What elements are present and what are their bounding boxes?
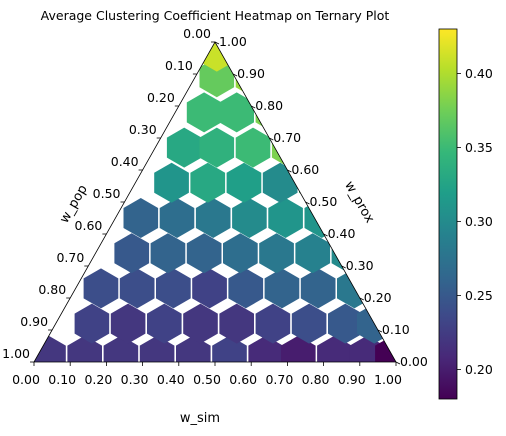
heatmap-hex-cell — [295, 233, 330, 273]
heatmap-hex-cell — [192, 268, 227, 308]
right-tick-label: 0.20 — [364, 290, 392, 305]
bottom-axis-label: w_sim — [180, 411, 220, 426]
heatmap-hex-cell — [176, 336, 211, 376]
heatmap-hex-cell — [223, 233, 258, 273]
right-axis-label: w_prox — [341, 179, 377, 226]
left-tick-label: 0.30 — [129, 122, 157, 137]
bottom-tick-label: 0.50 — [193, 372, 221, 387]
heatmap-hex-cell — [156, 268, 191, 308]
bottom-tick-label: 0.00 — [12, 372, 40, 387]
colorbar-tick-label: 0.35 — [465, 140, 493, 155]
right-tick-label: 0.30 — [346, 258, 374, 273]
bottom-tick-label: 0.80 — [302, 372, 330, 387]
colorbar-tick-label: 0.20 — [465, 362, 493, 377]
heatmap-hex-cell — [236, 128, 271, 168]
colorbar-tick-label: 0.25 — [465, 288, 493, 303]
left-tick-label: 0.80 — [38, 282, 66, 297]
right-tick-label: 0.50 — [310, 194, 338, 209]
heatmap-hex-cell — [268, 198, 303, 238]
heatmap-hex-cell — [272, 57, 307, 97]
heatmap-hex-cell — [292, 92, 327, 132]
right-tick-label: 0.80 — [255, 98, 283, 113]
left-tick-label: 0.60 — [75, 218, 103, 233]
left-tick-label: 0.50 — [93, 186, 121, 201]
heatmap-hex-cell — [190, 163, 225, 203]
right-tick-label: 0.60 — [291, 162, 319, 177]
right-tick-label: 0.40 — [328, 226, 356, 241]
heatmap-hex-cell — [219, 92, 254, 132]
heatmap-hex-cell — [140, 336, 175, 376]
heatmap-hex-cell — [31, 336, 66, 376]
bottom-axis-ticks: 0.00 0.10 0.20 0.30 0.40 0.50 0.60 0.70 0.80 0.90… — [12, 362, 402, 387]
left-tick-label: 0.00 — [183, 26, 211, 41]
heatmap-hex-cell — [154, 163, 189, 203]
heatmap-hex-cell — [111, 304, 146, 344]
left-tick-label: 1.00 — [2, 346, 30, 361]
right-tick-label: 1.00 — [219, 34, 247, 49]
bottom-tick-label: 0.40 — [157, 372, 185, 387]
heatmap-hex-cell — [67, 336, 102, 376]
heatmap-hex-cell — [256, 304, 291, 344]
heatmap-hex-cell — [259, 233, 294, 273]
heatmap-hex-cell — [114, 233, 149, 273]
heatmap-hex-cell — [151, 233, 186, 273]
heatmap-hex-cell — [200, 128, 235, 168]
heatmap-hex-cell — [248, 336, 283, 376]
right-tick-label: 0.70 — [273, 130, 301, 145]
heatmap-hex-cell — [196, 198, 231, 238]
heatmap-hex-cell — [228, 268, 263, 308]
right-tick-label: 0.90 — [237, 66, 265, 81]
heatmap-hex-cell — [227, 163, 262, 203]
heatmap-hex-cell — [187, 92, 222, 132]
heatmap-hex-cell — [75, 304, 110, 344]
left-tick-label: 0.20 — [147, 90, 175, 105]
heatmap-hex-cell — [183, 304, 218, 344]
left-tick-label: 0.90 — [20, 314, 48, 329]
heatmap-hex-cell — [219, 304, 254, 344]
heatmap-hex-cell — [124, 198, 159, 238]
bottom-tick-label: 1.00 — [374, 372, 402, 387]
heatmap-hex-cell — [147, 304, 182, 344]
right-tick-label: 0.10 — [382, 322, 410, 337]
bottom-tick-label: 0.90 — [338, 372, 366, 387]
bottom-tick-label: 0.20 — [84, 372, 112, 387]
bottom-tick-label: 0.30 — [121, 372, 149, 387]
heatmap-hex-cell — [265, 268, 300, 308]
left-tick-label: 0.40 — [111, 154, 139, 169]
bottom-tick-label: 0.70 — [265, 372, 293, 387]
left-tick-label: 0.10 — [165, 58, 193, 73]
heatmap-hex-cell — [212, 336, 247, 376]
bottom-tick-label: 0.60 — [229, 372, 257, 387]
bottom-tick-label: 0.10 — [48, 372, 76, 387]
heatmap-hex-cell — [364, 163, 399, 203]
heatmap-hex-cell — [341, 128, 376, 168]
heatmap-hex-cell — [167, 128, 202, 168]
colorbar-tick-label: 0.30 — [465, 214, 493, 229]
left-tick-label: 0.70 — [56, 250, 84, 265]
heatmap-hex-cell — [301, 268, 336, 308]
colorbar-tick-label: 0.40 — [465, 66, 493, 81]
colorbar — [439, 29, 457, 399]
right-tick-label: 0.00 — [400, 354, 428, 369]
heatmap-hex-cell — [104, 336, 139, 376]
heatmap-hex-cell — [120, 268, 155, 308]
colorbar-ticks: 0.20 0.25 0.30 0.35 0.40 — [457, 66, 493, 377]
heatmap-hex-cell — [84, 268, 119, 308]
heatmap-hex-cell — [187, 233, 222, 273]
heatmap-hex-cell — [160, 198, 195, 238]
heatmap-hex-cell — [317, 92, 352, 132]
chart-title: Average Clustering Coefficient Heatmap o… — [41, 8, 390, 23]
heatmap-hex-cell — [232, 198, 267, 238]
